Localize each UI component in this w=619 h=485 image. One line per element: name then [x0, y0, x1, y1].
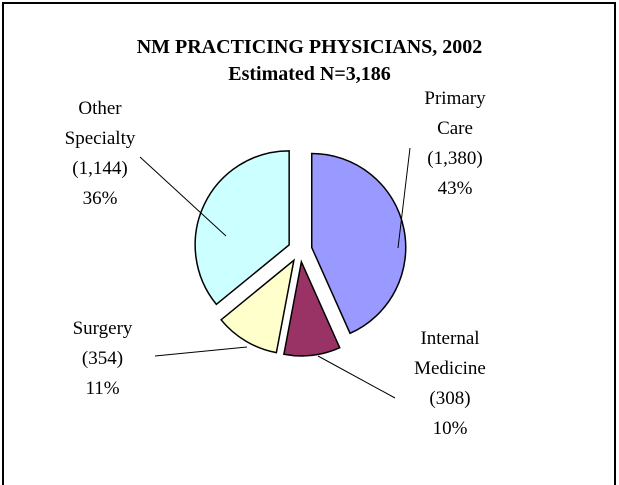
slice-label: Surgery (354) 11% — [55, 314, 150, 404]
percentage-label: 43% — [437, 178, 473, 199]
category-label: Surgery — [72, 318, 133, 339]
slice-label: Internal Medicine (308) 10% — [395, 324, 505, 444]
leader-line — [139, 156, 227, 237]
category-label: Internal Medicine — [414, 328, 486, 379]
percentage-label: 11% — [85, 378, 120, 399]
percentage-label: 36% — [82, 188, 118, 209]
category-label: Primary Care — [424, 88, 486, 139]
percentage-label: 10% — [432, 418, 468, 439]
pie-slice — [194, 150, 290, 306]
value-label: (1,380) — [427, 148, 483, 169]
value-label: (308) — [429, 388, 471, 409]
category-label: Other Specialty — [64, 98, 136, 149]
slice-label: Primary Care (1,380) 43% — [405, 84, 505, 204]
leader-line — [397, 147, 411, 249]
pie-slice — [283, 259, 341, 357]
value-label: (1,144) — [72, 158, 128, 179]
pie-slice — [310, 152, 407, 335]
leader-line — [317, 355, 396, 399]
value-label: (354) — [81, 348, 124, 369]
slice-label: Other Specialty (1,144) 36% — [45, 94, 155, 214]
chart-subtitle: Estimated N=3,186 — [228, 63, 391, 85]
pie-slice — [220, 258, 295, 354]
chart-title: NM PRACTICING PHYSICIANS, 2002 — [136, 36, 483, 58]
leader-line — [154, 346, 248, 357]
